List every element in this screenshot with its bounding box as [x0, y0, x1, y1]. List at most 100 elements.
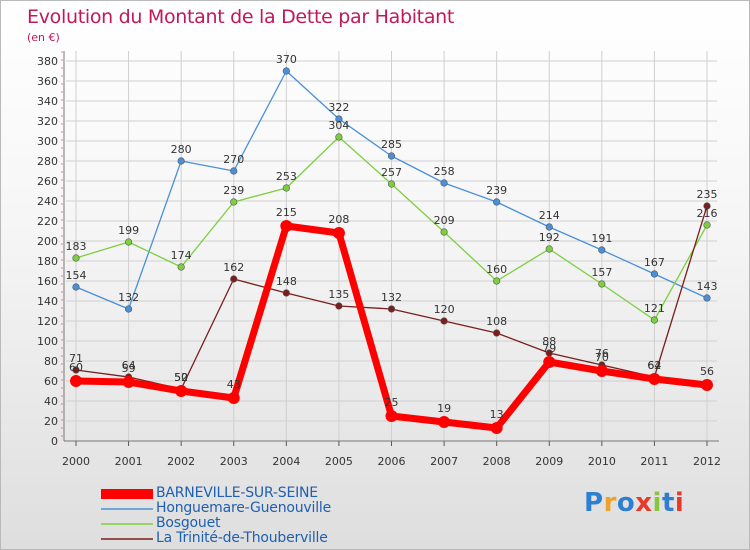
- data-label-3: 160: [486, 263, 507, 276]
- logo-letter: i: [674, 488, 685, 518]
- data-point-1: [227, 392, 240, 404]
- x-tick-label: 2011: [640, 455, 668, 468]
- legend-label-4: La Trinité-de-Thouberville: [156, 530, 328, 546]
- y-tick-label: 120: [37, 315, 58, 328]
- data-point-4: [493, 329, 501, 337]
- data-point-4: [230, 275, 238, 283]
- data-point-2: [650, 270, 659, 278]
- data-label-1: 70: [595, 351, 609, 364]
- data-label-3: 199: [118, 224, 139, 237]
- data-label-4: 148: [276, 275, 297, 288]
- data-point-1: [490, 422, 503, 434]
- data-label-4: 235: [697, 188, 718, 201]
- y-tick-label: 320: [37, 115, 58, 128]
- data-label-4: 71: [69, 352, 83, 365]
- data-label-1: 43: [227, 378, 241, 391]
- data-label-2: 154: [66, 269, 87, 282]
- legend-label-2: Honguemare-Guenouville: [156, 500, 331, 516]
- data-label-4: 132: [381, 291, 402, 304]
- x-tick-label: 2000: [62, 455, 90, 468]
- data-point-3: [387, 180, 396, 188]
- data-label-2: 143: [697, 280, 718, 293]
- y-tick-label: 60: [44, 375, 58, 388]
- data-point-4: [335, 302, 343, 310]
- chart-unit-label: (en €): [27, 31, 60, 44]
- data-point-3: [545, 245, 553, 253]
- data-label-1: 208: [328, 213, 349, 226]
- data-labels: 154 132 280 270 370 322 285 258 239 214 191 167 143 1…: [66, 53, 718, 421]
- x-tick-label: 2009: [535, 455, 563, 468]
- data-label-3: 157: [591, 266, 612, 279]
- data-point-1: [543, 356, 556, 368]
- data-label-4: 64: [647, 359, 661, 372]
- data-label-3: 209: [434, 214, 455, 227]
- data-label-4: 52: [174, 371, 188, 384]
- data-point-2: [177, 157, 185, 165]
- data-label-3: 257: [381, 166, 402, 179]
- data-point-2: [230, 167, 238, 175]
- logo-letter: P: [584, 488, 604, 518]
- data-label-3: 253: [276, 170, 297, 183]
- data-label-1: 62: [647, 359, 661, 372]
- data-point-3: [650, 316, 659, 324]
- data-label-1: 19: [437, 402, 451, 415]
- data-label-2: 270: [223, 153, 244, 166]
- y-tick-label: 0: [51, 435, 58, 448]
- data-label-2: 214: [539, 209, 560, 222]
- data-point-3: [493, 277, 501, 285]
- data-point-3: [440, 228, 448, 236]
- x-tick-label: 2006: [378, 455, 406, 468]
- y-tick-label: 300: [37, 135, 58, 148]
- y-tick-label: 260: [37, 175, 58, 188]
- data-label-4: 76: [595, 347, 609, 360]
- logo-letter: x: [635, 488, 653, 518]
- data-label-4: 135: [328, 288, 349, 301]
- data-point-4: [72, 366, 80, 374]
- x-tick-label: 2007: [430, 455, 458, 468]
- data-point-3: [335, 133, 343, 141]
- y-tick-label: 40: [44, 395, 58, 408]
- y-tick-label: 220: [37, 215, 58, 228]
- data-point-2: [545, 223, 553, 231]
- x-tick-label: 2004: [272, 455, 300, 468]
- data-label-3: 183: [66, 240, 87, 253]
- data-label-1: 25: [385, 396, 399, 409]
- data-point-3: [230, 198, 238, 206]
- data-label-1: 50: [174, 371, 188, 384]
- legend-label-3: Bosgouet: [156, 515, 221, 531]
- data-point-3: [703, 221, 711, 229]
- data-label-4: 88: [542, 335, 556, 348]
- axes: 0 20 40 60 80 100 120 140 160 180 200 220 240 260 280 3…: [37, 51, 721, 468]
- data-label-2: 258: [434, 165, 455, 178]
- data-label-3: 239: [223, 184, 244, 197]
- x-tick-label: 2012: [693, 455, 721, 468]
- y-tick-label: 140: [37, 295, 58, 308]
- data-point-1: [595, 365, 608, 377]
- y-tick-label: 180: [37, 255, 58, 268]
- data-point-3: [598, 280, 606, 288]
- x-tick-label: 2010: [588, 455, 616, 468]
- y-tick-label: 280: [37, 155, 58, 168]
- legend-label-1: BARNEVILLE-SUR-SEINE: [156, 485, 318, 501]
- data-point-1: [332, 227, 345, 239]
- logo-letter: o: [616, 488, 636, 518]
- data-point-2: [282, 67, 290, 75]
- data-point-3: [72, 254, 80, 262]
- data-label-4: 108: [486, 315, 507, 328]
- data-label-2: 322: [328, 101, 349, 114]
- data-point-1: [438, 416, 451, 428]
- data-label-4: 120: [434, 303, 455, 316]
- data-point-4: [703, 202, 711, 210]
- data-point-4: [440, 317, 448, 325]
- data-label-1: 60: [69, 361, 83, 374]
- data-label-2: 167: [644, 256, 665, 269]
- grid: [66, 51, 717, 442]
- y-tick-label: 80: [44, 355, 58, 368]
- data-label-1: 56: [700, 365, 714, 378]
- x-tick-label: 2001: [115, 455, 143, 468]
- data-label-2: 280: [171, 143, 192, 156]
- data-point-2: [124, 305, 133, 313]
- data-label-4: 64: [122, 359, 136, 372]
